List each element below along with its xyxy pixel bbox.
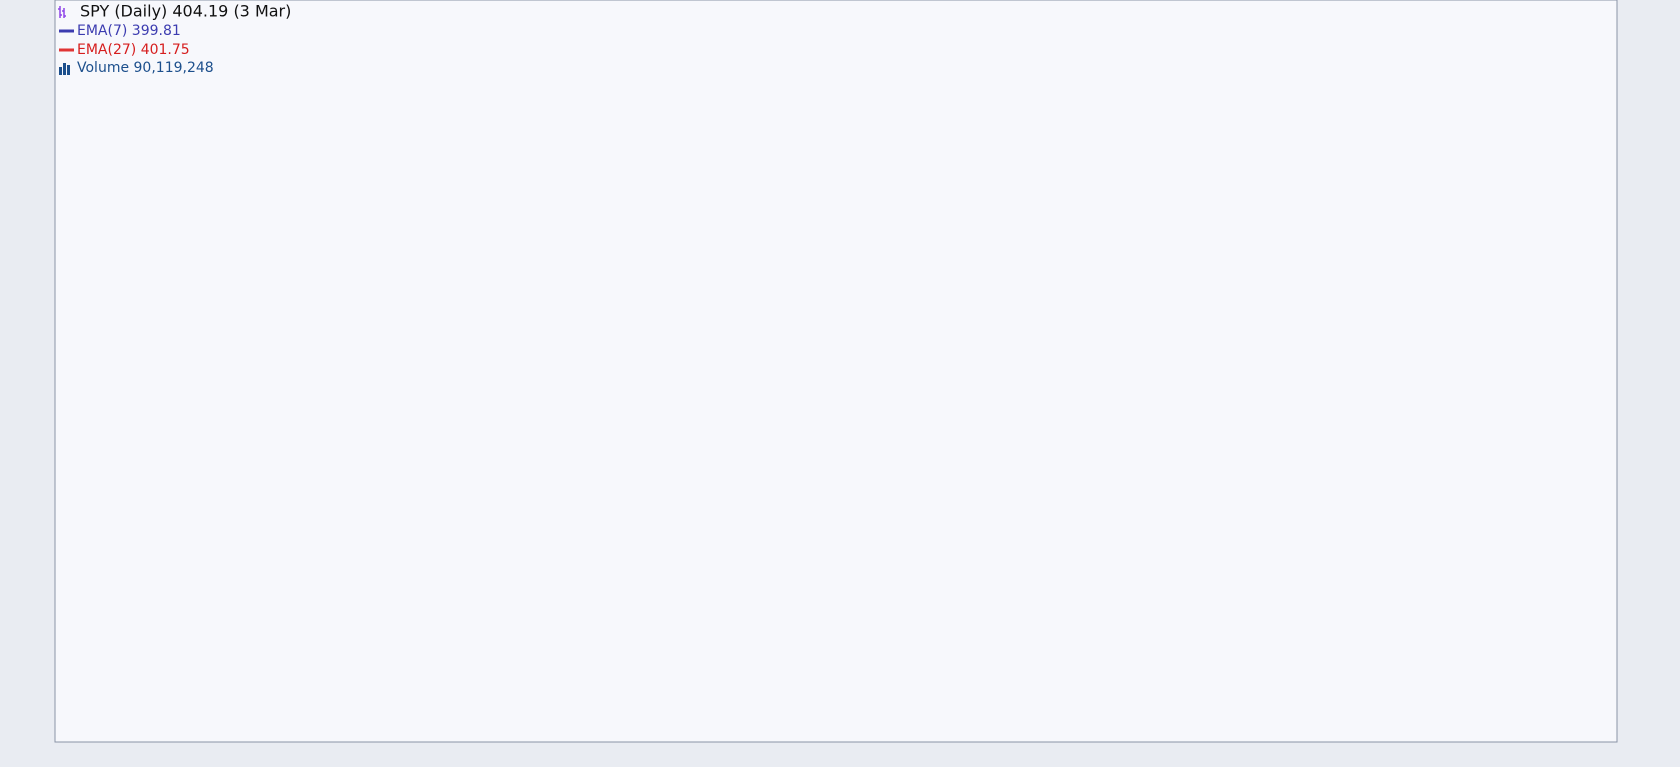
legend-icon [59,63,70,75]
legend-icon [58,6,66,18]
legend: SPY (Daily) 404.19 (3 Mar) EMA(7) 399.81… [58,2,291,76]
legend-entry: Volume 90,119,248 [77,60,214,76]
legend-entry: EMA(7) 399.81 [77,23,181,39]
chart-title: SPY (Daily) 404.19 (3 Mar) [80,2,291,21]
legend-entry: EMA(27) 401.75 [77,42,190,58]
plot-area [54,0,1618,743]
